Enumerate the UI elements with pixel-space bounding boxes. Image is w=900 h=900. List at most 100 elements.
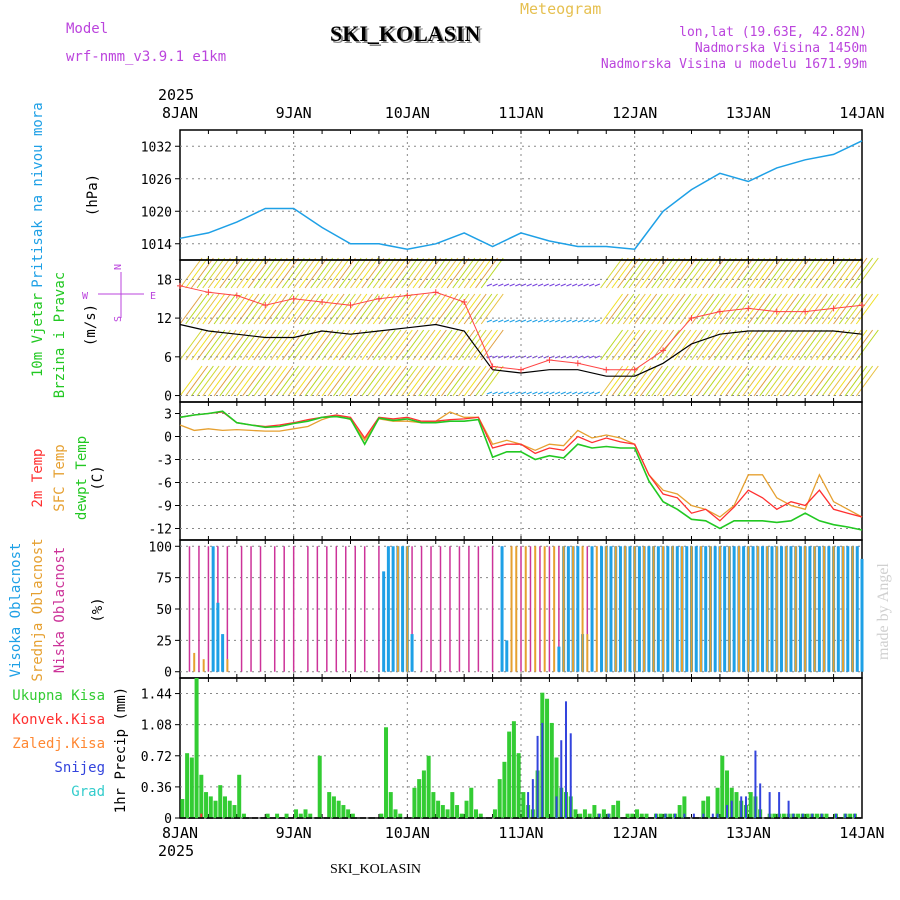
precip-bar xyxy=(208,796,213,818)
wind-barb xyxy=(793,365,817,397)
precip-bar xyxy=(630,813,635,818)
wind-barb xyxy=(588,391,595,395)
lonlat-label: lon,lat (19.63E, 42.82N) xyxy=(679,25,867,40)
wind-barb xyxy=(333,293,356,325)
wind-barb xyxy=(208,257,231,289)
wind-barb xyxy=(844,365,868,397)
wind-barb xyxy=(634,365,658,397)
wind-barb xyxy=(361,257,385,289)
x-tick-label-top: 11JAN xyxy=(498,104,543,122)
wind-barb xyxy=(463,293,487,325)
wind-barb xyxy=(742,257,766,289)
wind-barb xyxy=(492,283,498,287)
x-tick-label-top: 12JAN xyxy=(612,104,657,122)
wind-barb xyxy=(543,319,549,323)
wind-barb xyxy=(821,257,845,289)
wind-barb xyxy=(327,365,351,397)
wind-barb xyxy=(372,329,396,361)
wind-barb xyxy=(441,257,464,289)
wind-barb xyxy=(838,329,862,361)
wind-barb xyxy=(372,293,396,325)
precip-bar xyxy=(573,809,578,818)
precip-bar xyxy=(569,733,572,818)
wind-gust-marker xyxy=(177,282,183,289)
wind-barb xyxy=(458,293,481,325)
wind-barb xyxy=(639,257,663,289)
model-label: Model xyxy=(66,21,109,37)
wind-barb xyxy=(196,365,220,397)
wind-barb xyxy=(696,365,720,397)
wind-barb xyxy=(264,257,288,289)
wind-barb xyxy=(577,283,584,287)
wind-barb xyxy=(423,329,447,361)
wind-barb xyxy=(719,293,743,325)
wind-barb xyxy=(298,257,322,289)
precip-bar xyxy=(616,800,621,818)
wind-barb xyxy=(787,329,811,361)
wind-barb xyxy=(253,293,277,325)
wind-barb xyxy=(634,293,658,325)
precip-bar xyxy=(469,787,474,818)
wind-barb xyxy=(344,329,368,361)
wind-barb xyxy=(463,365,487,397)
wind-barb xyxy=(628,293,652,325)
wind-barb xyxy=(446,329,470,361)
wind-barb xyxy=(304,365,328,397)
wind-barb xyxy=(321,293,345,325)
wind-barb xyxy=(247,257,271,289)
wind-barb xyxy=(554,283,561,287)
wind-barb xyxy=(315,257,339,289)
wind-barb xyxy=(310,329,334,361)
wind-barb xyxy=(441,329,464,361)
precip-bar xyxy=(541,722,544,818)
precip-legend-item: Ukupna Kisa xyxy=(12,688,105,704)
precip-bar xyxy=(781,813,786,818)
wind-barb xyxy=(475,329,498,361)
wind-gust-marker xyxy=(603,366,610,373)
wind-barb xyxy=(219,365,243,397)
wind-barb xyxy=(764,329,788,361)
wind-barb xyxy=(185,329,209,361)
wind-barb xyxy=(838,293,862,325)
precip-bar xyxy=(459,813,464,818)
wind-gust-marker xyxy=(375,295,382,302)
wind-barb xyxy=(668,329,692,361)
wind-barb xyxy=(202,365,226,397)
wind-barb xyxy=(225,365,248,397)
wind-barb xyxy=(833,257,856,289)
wind-barb xyxy=(583,391,589,395)
x-tick-label-bottom: 11JAN xyxy=(498,824,543,842)
precip-bar xyxy=(848,813,853,818)
wind-barb xyxy=(532,283,538,287)
wind-barb xyxy=(458,365,481,397)
wind-barb xyxy=(350,329,373,361)
precip-bar xyxy=(734,792,739,818)
wind-barb xyxy=(787,257,811,289)
wind-gust-marker xyxy=(319,298,326,305)
wind-barb xyxy=(827,365,851,397)
precip-bar xyxy=(598,813,601,818)
wind-barb xyxy=(230,257,254,289)
wind-barb xyxy=(708,257,731,289)
wind-barb xyxy=(384,257,408,289)
precip-unit-label: 1hr Precip (mm) xyxy=(113,687,129,813)
wind-barb xyxy=(452,293,476,325)
wind-barb xyxy=(770,365,794,397)
wind-barb xyxy=(208,365,231,397)
precip-bar xyxy=(787,800,790,818)
temp2m-axis-label: 2m Temp xyxy=(30,448,46,507)
wind-barb xyxy=(549,319,555,323)
wind-barb xyxy=(520,319,527,323)
wind-gust-marker xyxy=(830,305,837,312)
wind-barb xyxy=(571,391,578,395)
wind-barb xyxy=(787,293,811,325)
precip-bar xyxy=(331,796,336,818)
precip-bar xyxy=(294,809,299,818)
precip-bar xyxy=(668,813,673,818)
wind-barb xyxy=(713,365,737,397)
wind-barb xyxy=(355,365,379,397)
wind-barb xyxy=(753,329,777,361)
precip-bar xyxy=(431,792,436,818)
